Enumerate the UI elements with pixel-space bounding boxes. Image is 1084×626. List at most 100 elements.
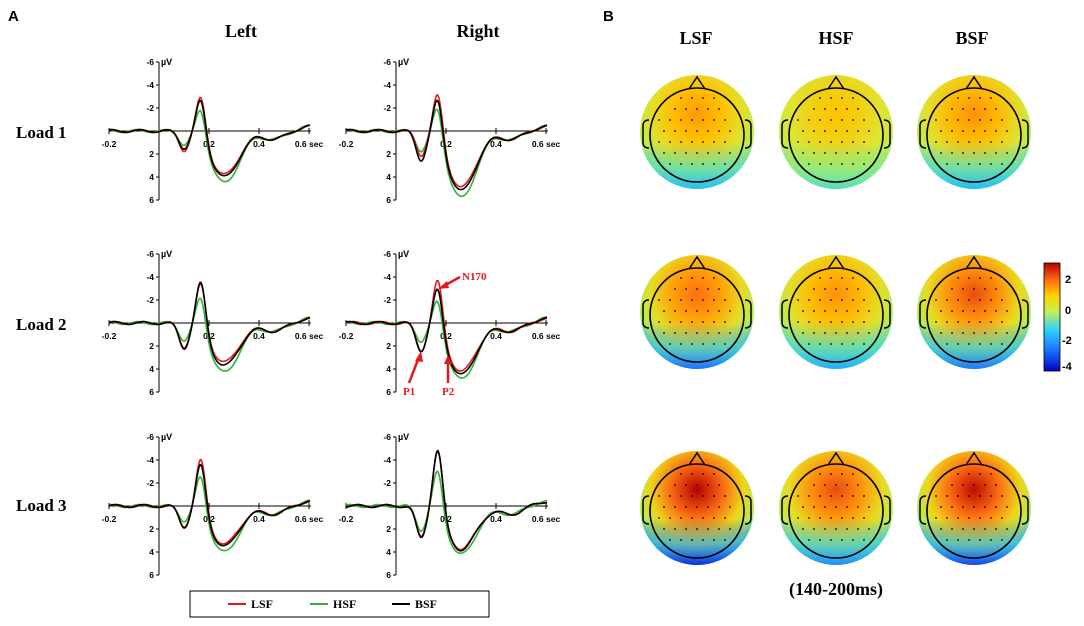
electrode-dot [835,288,837,290]
electrode-dot [824,108,826,110]
electrode-dot [724,299,726,301]
electrode-dot [995,288,997,290]
head-outline [926,87,1022,183]
electrode-dot [857,130,859,132]
electrode-dot [857,484,859,486]
electrode-dot [984,108,986,110]
y-unit-label: µV [398,57,409,67]
electrode-dot [852,343,854,345]
electrode-dot [824,484,826,486]
electrode-dot [658,299,660,301]
panel-b-letter: B [603,8,614,25]
electrode-dot [713,343,715,345]
electrode-dot [951,506,953,508]
electrode-dot [797,119,799,121]
electrode-dot [984,528,986,530]
electrode-dot [830,97,832,99]
y-tick-label: -6 [146,432,154,442]
electrode-dot [990,141,992,143]
electrode-dot [797,299,799,301]
electrode-dot [990,277,992,279]
electrode-dot [1001,299,1003,301]
electrode-dot [702,473,704,475]
electrode-dot [702,539,704,541]
electrode-dot [830,473,832,475]
topomap-load-1-lsf [640,75,754,189]
left-ear [781,299,789,329]
electrode-dot [718,332,720,334]
electrode-dot [813,310,815,312]
electrode-dot [713,517,715,519]
electrode-dot [674,310,676,312]
electrode-dot [962,108,964,110]
electrode-dot [713,495,715,497]
electrode-dot [951,332,953,334]
x-tick-label: 0.4 [253,139,265,149]
topomap-load-3-bsf [917,451,1031,565]
electrode-dot [813,484,815,486]
electrode-dot [797,141,799,143]
electrode-dot [813,528,815,530]
electrode-dot [846,528,848,530]
electrode-dot [824,288,826,290]
topomap-occipital-field [779,451,893,565]
electrode-dot [968,299,970,301]
electrode-dot [674,108,676,110]
electrode-dot [835,332,837,334]
electrode-dot [852,119,854,121]
legend-label-lsf: LSF [251,597,273,611]
left-ear [642,299,650,329]
electrode-dot [680,343,682,345]
electrode-dot [946,299,948,301]
electrode-dot [702,343,704,345]
electrode-dot [663,528,665,530]
electrode-dot [990,163,992,165]
y-tick-label: -4 [146,80,154,90]
electrode-dot [824,152,826,154]
electrode-dot [819,299,821,301]
electrode-dot [696,288,698,290]
electrode-dot [957,163,959,165]
electrode-dot [852,141,854,143]
x-tick-label: 0.4 [253,331,265,341]
electrode-dot [680,119,682,121]
electrode-dot [940,332,942,334]
topomap-load-2-bsf [917,255,1031,369]
y-tick-label: -2 [146,295,154,305]
electrode-dot [962,152,964,154]
electrode-dot [935,517,937,519]
electrode-dot [696,332,698,334]
nose [827,75,845,90]
electrode-dot [962,310,964,312]
head-outline [649,87,745,183]
y-tick-label: -2 [146,103,154,113]
electrode-dot [797,321,799,323]
electrode-dot [835,130,837,132]
colorbar-tick-neg4: -4 [1062,361,1073,373]
waveform-hsf [345,470,548,554]
y-tick-label: -4 [383,80,391,90]
electrode-dot [819,321,821,323]
electrode-dot [669,299,671,301]
y-unit-label: µV [161,249,172,259]
electrode-dot [868,152,870,154]
topomap-occipital-field [640,451,754,565]
electrode-dot [968,343,970,345]
nose [827,255,845,270]
electrode-dot [868,310,870,312]
electrode-dot [1001,343,1003,345]
electrode-dot [819,539,821,541]
head-outline [926,267,1022,363]
electrode-dot [1006,310,1008,312]
electrode-dot [973,310,975,312]
electrode-dot [979,343,981,345]
electrode-dot [824,528,826,530]
topomap-occipital-field [779,75,893,189]
topomap-occipital-field [917,75,1031,189]
electrode-dot [691,517,693,519]
topo-col-header-bsf: BSF [955,28,988,48]
electrode-dot [663,130,665,132]
p1-arrow [407,356,421,384]
